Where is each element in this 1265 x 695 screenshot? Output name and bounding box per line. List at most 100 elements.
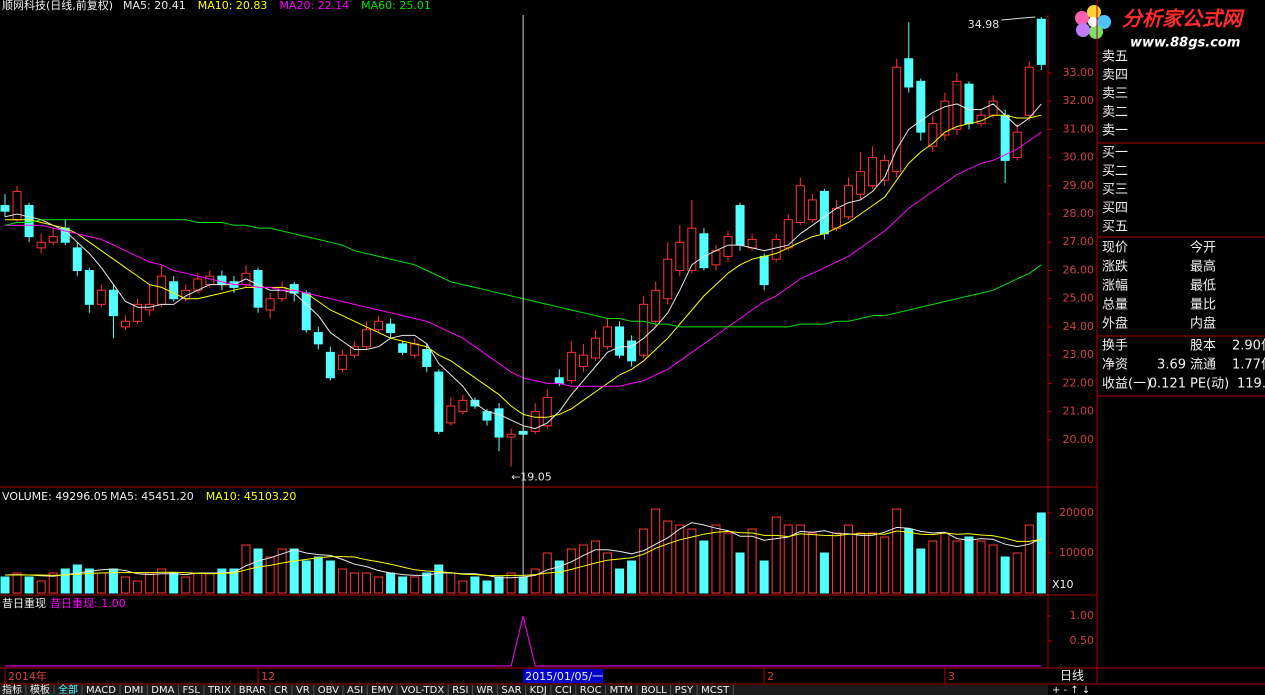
tab[interactable]: FSL (182, 685, 200, 695)
y-tick-label: 22.00 (1063, 376, 1095, 389)
field-label: 涨跌 (1102, 259, 1128, 275)
candle-body (639, 303, 649, 356)
candle-body (940, 100, 950, 136)
stat-value: 119. (1237, 377, 1265, 392)
indicator-title: 昔日重现 (2, 596, 46, 610)
volume-bar (844, 524, 853, 594)
field-label: 最高 (1190, 259, 1216, 275)
volume-bar (193, 572, 203, 594)
tab[interactable]: BOLL (641, 685, 667, 695)
candle-body (72, 247, 82, 271)
candle-body (36, 241, 46, 249)
candle-body (530, 411, 540, 432)
stat-label: 收益(一) (1102, 377, 1151, 392)
y-tick-label: 24.00 (1063, 320, 1095, 333)
tab[interactable]: 模板 (30, 683, 50, 695)
tab[interactable]: RSI (452, 685, 468, 695)
volume-bar (735, 552, 745, 594)
y-tick-label: 0.50 (1070, 634, 1095, 647)
volume-bar (205, 572, 215, 594)
tab[interactable]: DMA (151, 685, 174, 695)
tab[interactable]: MTM (610, 685, 633, 695)
candle-body (771, 238, 781, 260)
volume-bar (181, 576, 191, 594)
volume-bar (952, 540, 962, 594)
logo-petal (1097, 15, 1111, 29)
tab[interactable]: VR (296, 685, 310, 695)
tab[interactable]: EMV (371, 685, 393, 695)
logo-petal (1076, 23, 1090, 37)
candle-body (928, 123, 938, 147)
volume-bar (988, 544, 998, 594)
volume-bar (362, 572, 371, 594)
volume-bar (747, 528, 757, 594)
candle-body (482, 411, 492, 421)
volume-bar (759, 560, 769, 594)
candle-body (386, 323, 396, 334)
tab[interactable]: ROC (580, 685, 602, 695)
volume-bar (819, 552, 829, 594)
bid-label: 买四 (1102, 201, 1128, 216)
candle-body (253, 269, 263, 308)
tab[interactable]: 指标 (2, 683, 22, 695)
volume-bar (253, 548, 263, 594)
tab[interactable]: CR (274, 685, 288, 695)
tab[interactable]: DMI (124, 685, 143, 695)
stat-value: 0.121 (1149, 377, 1186, 392)
field-label: 涨幅 (1102, 279, 1128, 294)
volume-bar (783, 524, 793, 594)
tab[interactable]: SAR (501, 685, 521, 695)
candle-body (446, 405, 456, 424)
candle-body (434, 371, 444, 432)
ask-label: 卖一 (1102, 124, 1128, 139)
x-tick-label: 2015/01/05/一 (525, 670, 603, 683)
tab[interactable]: MCST (701, 685, 730, 695)
stat-label: PE(动) (1190, 377, 1229, 392)
tab-bar (0, 685, 1048, 695)
tab[interactable]: VOL-TDX (401, 685, 444, 695)
candle-body (988, 100, 998, 116)
volume-bar (964, 536, 974, 594)
bid-label: 买五 (1102, 220, 1128, 235)
volume-bar (349, 572, 359, 594)
tab[interactable]: ASI (347, 685, 363, 695)
stat-value: 1.77亿 (1232, 358, 1265, 373)
volume-bar (675, 524, 685, 594)
candle-body (603, 326, 612, 348)
tab[interactable]: KDJ (530, 685, 547, 695)
volume-bar (96, 572, 106, 594)
candle-body (590, 337, 600, 359)
volume-bar (1000, 556, 1010, 594)
candle-body (747, 238, 757, 249)
volume-bar (422, 572, 432, 594)
x-tick-label: 12 (261, 670, 275, 683)
tab[interactable]: BRAR (239, 685, 266, 695)
volume-bar (892, 508, 902, 594)
volume-bar (12, 572, 22, 594)
volume-bar (494, 576, 504, 594)
tab[interactable]: TRIX (207, 685, 231, 695)
tab[interactable]: 全部 (58, 683, 78, 695)
volume-bar (277, 548, 287, 594)
candle-body (217, 275, 227, 286)
candle-body (916, 80, 926, 133)
candle-body (1036, 18, 1046, 65)
tab[interactable]: CCI (555, 685, 572, 695)
tab[interactable]: MACD (86, 685, 116, 695)
volume-bar (36, 580, 46, 594)
candle-body (301, 292, 311, 331)
candle-body (711, 250, 721, 266)
y-tick-label: 27.00 (1063, 235, 1095, 248)
candle-body (844, 185, 853, 218)
x-tick-label: 3 (948, 670, 955, 683)
volume-bar (133, 580, 143, 594)
volume-bar (374, 576, 384, 594)
zoom-controls[interactable]: + - ↑ ↓ (1052, 685, 1090, 695)
y-tick-label: 25.00 (1063, 292, 1095, 305)
candle-body (663, 258, 673, 300)
tab[interactable]: WR (476, 685, 493, 695)
tab[interactable]: PSY (675, 685, 694, 695)
volume-bar (386, 572, 396, 594)
volume-bar (590, 540, 600, 594)
tab[interactable]: OBV (318, 685, 339, 695)
